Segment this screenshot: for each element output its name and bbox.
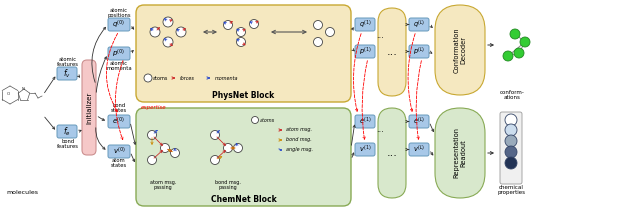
Text: atomic
features: atomic features [57, 57, 79, 67]
Text: $p^{(1)}$: $p^{(1)}$ [358, 45, 371, 58]
Text: Conformation
Decoder: Conformation Decoder [454, 27, 467, 73]
Text: $v^{(1)}$: $v^{(1)}$ [359, 144, 371, 155]
Circle shape [250, 19, 259, 28]
Circle shape [505, 114, 517, 126]
Text: $v^{(0)}$: $v^{(0)}$ [113, 146, 125, 157]
Circle shape [314, 20, 323, 30]
Text: atom
states: atom states [111, 158, 127, 168]
Text: $p^{(L)}$: $p^{(L)}$ [413, 45, 425, 58]
Circle shape [161, 143, 170, 153]
Text: angle msg.: angle msg. [286, 147, 313, 153]
FancyBboxPatch shape [108, 47, 130, 60]
FancyBboxPatch shape [108, 115, 130, 128]
Circle shape [314, 38, 323, 46]
Text: ...: ... [376, 126, 384, 134]
Text: $v^{(L)}$: $v^{(L)}$ [413, 144, 425, 155]
Text: atomic
positions: atomic positions [107, 8, 131, 18]
Circle shape [520, 37, 530, 47]
Circle shape [237, 27, 246, 37]
FancyBboxPatch shape [435, 108, 485, 198]
Circle shape [234, 143, 243, 153]
Circle shape [223, 143, 232, 153]
Circle shape [514, 48, 524, 58]
FancyBboxPatch shape [136, 108, 351, 206]
Text: conform-
ations: conform- ations [500, 90, 524, 100]
Circle shape [211, 156, 220, 165]
FancyBboxPatch shape [409, 115, 429, 128]
Circle shape [237, 38, 246, 46]
Circle shape [505, 124, 517, 136]
FancyBboxPatch shape [378, 108, 406, 198]
FancyBboxPatch shape [355, 18, 375, 31]
Text: atomic
momenta: atomic momenta [106, 61, 132, 71]
Circle shape [144, 74, 152, 82]
Text: bond msg.
passing: bond msg. passing [215, 180, 241, 190]
FancyBboxPatch shape [136, 5, 351, 102]
Circle shape [503, 51, 513, 61]
Text: Representation
Readout: Representation Readout [454, 127, 467, 179]
Circle shape [223, 20, 232, 30]
Text: bond
features: bond features [57, 139, 79, 149]
Circle shape [505, 135, 517, 147]
FancyBboxPatch shape [57, 67, 77, 80]
Circle shape [505, 146, 517, 158]
Text: N: N [22, 87, 24, 91]
Circle shape [326, 27, 335, 37]
Circle shape [150, 27, 160, 37]
Circle shape [170, 149, 179, 157]
Circle shape [147, 156, 157, 165]
Text: bond msg.: bond msg. [286, 138, 312, 142]
FancyBboxPatch shape [57, 125, 77, 138]
FancyBboxPatch shape [409, 18, 429, 31]
Circle shape [163, 17, 173, 27]
Text: ...: ... [376, 31, 384, 39]
Circle shape [252, 116, 259, 123]
Text: $e^{(0)}$: $e^{(0)}$ [113, 116, 125, 127]
Text: expertise: expertise [141, 104, 166, 110]
Text: PhysNet Block: PhysNet Block [212, 91, 275, 100]
Text: $e^{(1)}$: $e^{(1)}$ [358, 116, 371, 127]
Text: ChemNet Block: ChemNet Block [211, 195, 276, 203]
Text: ...: ... [387, 148, 397, 158]
Text: $p^{(0)}$: $p^{(0)}$ [113, 47, 125, 60]
Text: $q^{(L)}$: $q^{(L)}$ [413, 18, 425, 31]
FancyBboxPatch shape [409, 45, 429, 58]
FancyBboxPatch shape [355, 45, 375, 58]
Text: $e^{(L)}$: $e^{(L)}$ [413, 116, 425, 127]
Text: atoms: atoms [260, 118, 275, 123]
Text: $q^{(0)}$: $q^{(0)}$ [113, 18, 125, 31]
FancyBboxPatch shape [108, 18, 130, 31]
Circle shape [211, 130, 220, 139]
Text: chemical
properties: chemical properties [497, 185, 525, 195]
Text: atom msg.: atom msg. [286, 127, 312, 133]
FancyBboxPatch shape [378, 8, 406, 96]
FancyBboxPatch shape [108, 145, 130, 158]
Text: ...: ... [387, 47, 397, 57]
Text: O: O [6, 92, 10, 96]
Circle shape [163, 37, 173, 47]
Text: $q^{(1)}$: $q^{(1)}$ [358, 18, 371, 31]
Circle shape [505, 157, 517, 169]
Text: momenta: momenta [215, 76, 239, 81]
Text: bond
states: bond states [111, 103, 127, 113]
FancyBboxPatch shape [82, 60, 96, 155]
Text: molecules: molecules [6, 189, 38, 195]
Text: atoms: atoms [153, 76, 168, 81]
FancyBboxPatch shape [435, 5, 485, 95]
FancyBboxPatch shape [355, 115, 375, 128]
FancyBboxPatch shape [500, 112, 522, 184]
FancyBboxPatch shape [409, 143, 429, 156]
Circle shape [510, 29, 520, 39]
Circle shape [176, 27, 186, 37]
Circle shape [147, 130, 157, 139]
Text: atom msg.
passing: atom msg. passing [150, 180, 176, 190]
FancyBboxPatch shape [355, 143, 375, 156]
Text: forces: forces [180, 76, 195, 81]
Text: $f_v$: $f_v$ [63, 67, 71, 80]
Text: $f_e$: $f_e$ [63, 125, 71, 138]
Text: Initializer: Initializer [86, 91, 92, 124]
